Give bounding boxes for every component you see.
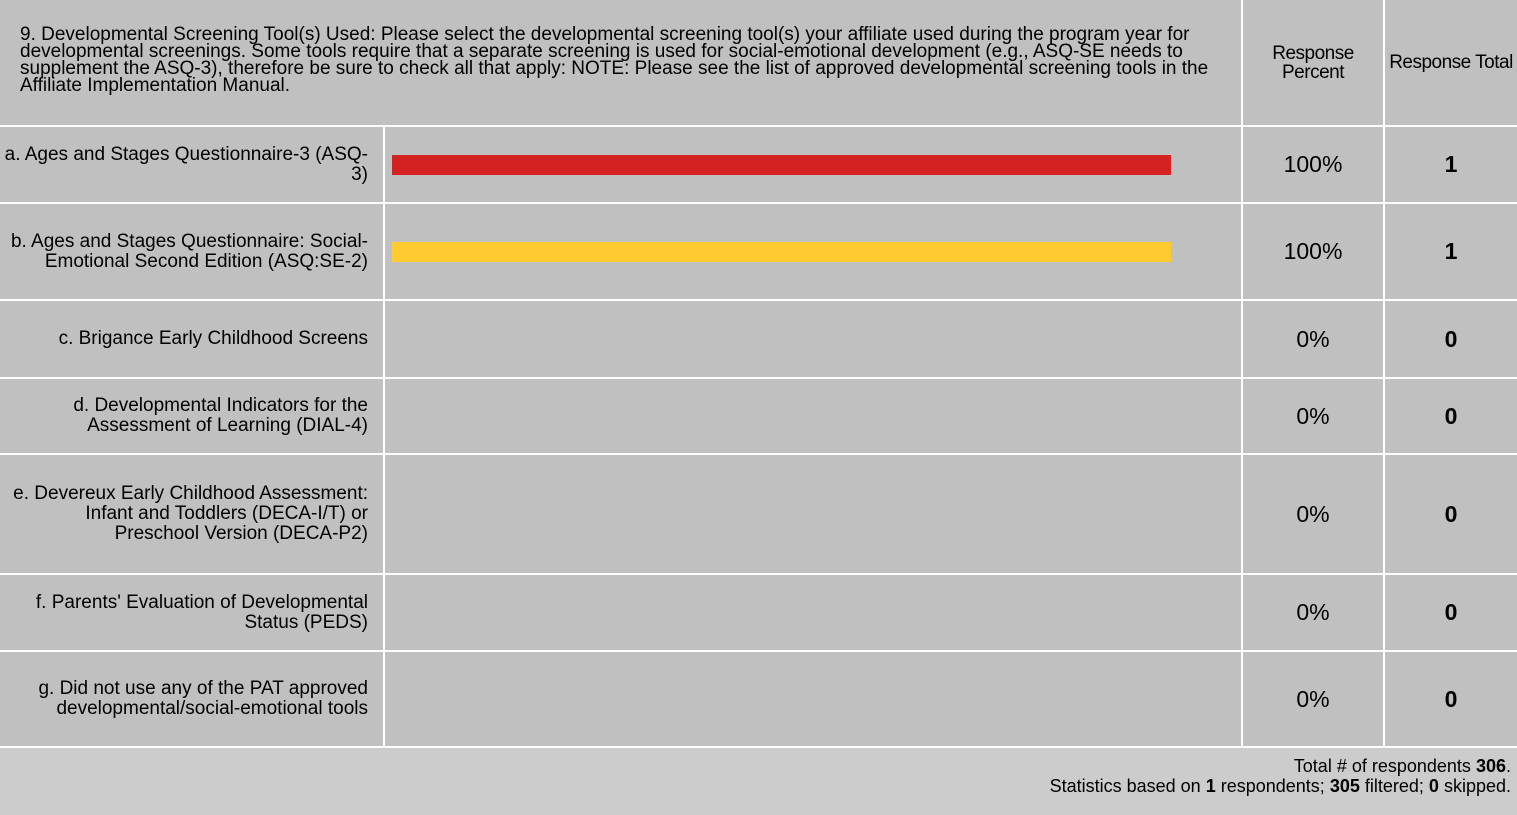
question-text: 9. Developmental Screening Tool(s) Used:… <box>0 0 1241 125</box>
footer-text: Statistics based on <box>1049 776 1201 796</box>
bar-cell <box>385 379 1241 453</box>
option-label: d. Developmental Indicators for the Asse… <box>0 379 383 453</box>
percent-label: 0% <box>1243 379 1383 453</box>
footer-line: Statistics based on 1 respondents; 305 f… <box>0 776 1511 796</box>
option-label: a. Ages and Stages Questionnaire-3 (ASQ-… <box>0 127 383 202</box>
total-label: 0 <box>1385 301 1517 377</box>
percent-label: 100% <box>1243 127 1383 202</box>
total-label: 0 <box>1385 379 1517 453</box>
footer-text: Total # of respondents <box>1293 756 1471 776</box>
percent-label: 0% <box>1243 301 1383 377</box>
bar-cell <box>385 204 1241 299</box>
footer-text: skipped. <box>1443 776 1511 796</box>
column-header: Response Total <box>1385 0 1517 125</box>
total-label: 1 <box>1385 204 1517 299</box>
option-label: b. Ages and Stages Questionnaire: Social… <box>0 204 383 299</box>
option-label: g. Did not use any of the PAT approved d… <box>0 652 383 746</box>
option-label: c. Brigance Early Childhood Screens <box>0 301 383 377</box>
option-label: e. Devereux Early Childhood Assessment: … <box>0 455 383 573</box>
percent-label: 100% <box>1243 204 1383 299</box>
footer-text: filtered; <box>1364 776 1424 796</box>
bar-cell <box>385 455 1241 573</box>
footer-number: 306 <box>1475 756 1506 776</box>
footer-text: . <box>1505 756 1511 776</box>
total-label: 0 <box>1385 455 1517 573</box>
footer-number: 0 <box>1428 776 1439 796</box>
bar-cell <box>385 301 1241 377</box>
total-label: 0 <box>1385 575 1517 650</box>
total-label: 1 <box>1385 127 1517 202</box>
bar-cell <box>385 652 1241 746</box>
bar-cell <box>385 127 1241 202</box>
footer-text: respondents; <box>1220 776 1325 796</box>
bar <box>392 154 1171 175</box>
footer-number: 305 <box>1329 776 1360 796</box>
option-label: f. Parents' Evaluation of Developmental … <box>0 575 383 650</box>
bar-cell <box>385 575 1241 650</box>
column-header: Response Percent <box>1243 0 1383 125</box>
total-label: 0 <box>1385 652 1517 746</box>
footer: Total # of respondents 306. Statistics ba… <box>0 748 1517 815</box>
footer-line: Total # of respondents 306. <box>0 756 1511 776</box>
percent-label: 0% <box>1243 455 1383 573</box>
bar <box>392 241 1171 262</box>
percent-label: 0% <box>1243 652 1383 746</box>
percent-label: 0% <box>1243 575 1383 650</box>
footer-number: 1 <box>1205 776 1216 796</box>
